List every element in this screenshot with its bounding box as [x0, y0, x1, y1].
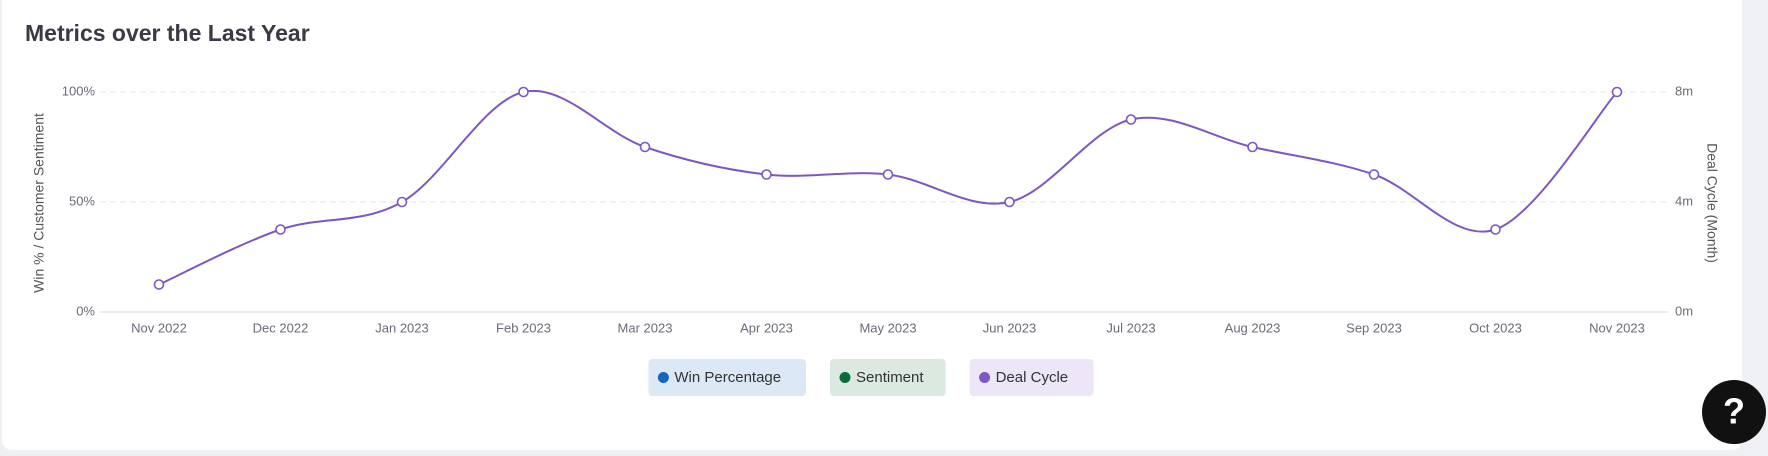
- data-point: [275, 224, 286, 235]
- legend-label[interactable]: Sentiment: [856, 369, 924, 386]
- x-tick-label: Jun 2023: [983, 320, 1037, 335]
- data-point: [518, 86, 529, 98]
- y2-axis-label: Deal Cycle (Month): [1704, 143, 1720, 263]
- help-label[interactable]: ?: [1723, 391, 1745, 432]
- legend-swatch[interactable]: [839, 372, 851, 383]
- y-tick-label: 50%: [69, 193, 95, 208]
- data-point: [396, 196, 408, 208]
- x-tick-label: Jul 2023: [1106, 320, 1155, 335]
- y-tick-label: 0%: [76, 303, 95, 318]
- x-tick-label: Mar 2023: [618, 320, 673, 335]
- x-tick-label: Nov 2022: [131, 320, 187, 335]
- data-point: [1611, 86, 1623, 98]
- y2-tick-label: 8m: [1675, 83, 1693, 98]
- x-tick-label: Feb 2023: [496, 320, 551, 335]
- data-point: [761, 169, 772, 180]
- x-tick-label: Oct 2023: [1469, 320, 1522, 335]
- data-point: [153, 279, 165, 290]
- data-point: [1490, 224, 1501, 235]
- x-tick-label: Aug 2023: [1225, 320, 1281, 335]
- help-button[interactable]: [1702, 380, 1766, 444]
- x-tick-label: Sep 2023: [1346, 320, 1402, 335]
- data-point: [1004, 196, 1015, 208]
- data-point: [1125, 114, 1137, 125]
- legend-swatch[interactable]: [657, 372, 669, 383]
- data-point: [1368, 169, 1380, 180]
- x-tick-label: Apr 2023: [740, 320, 793, 335]
- data-point: [882, 169, 894, 180]
- data-point: [1247, 141, 1258, 153]
- data-point: [639, 141, 651, 153]
- y2-tick-label: 4m: [1675, 193, 1693, 208]
- legend-item[interactable]: [969, 359, 1094, 396]
- chart-title: Metrics over the Last Year: [25, 20, 310, 46]
- x-tick-label: Nov 2023: [1589, 320, 1645, 335]
- y-axis-label: Win % / Customer Sentiment: [31, 113, 47, 293]
- legend-item[interactable]: [830, 359, 946, 396]
- card: [2, 0, 1742, 450]
- y-tick-label: 100%: [62, 83, 96, 98]
- x-tick-label: Jan 2023: [375, 320, 429, 335]
- legend-item[interactable]: [648, 359, 806, 396]
- legend-label[interactable]: Win Percentage: [674, 369, 781, 386]
- x-tick-label: Dec 2022: [253, 320, 309, 335]
- y2-tick-label: 0m: [1675, 303, 1693, 318]
- legend-label[interactable]: Deal Cycle: [996, 369, 1069, 386]
- legend-swatch[interactable]: [979, 372, 991, 383]
- x-tick-label: May 2023: [859, 320, 916, 335]
